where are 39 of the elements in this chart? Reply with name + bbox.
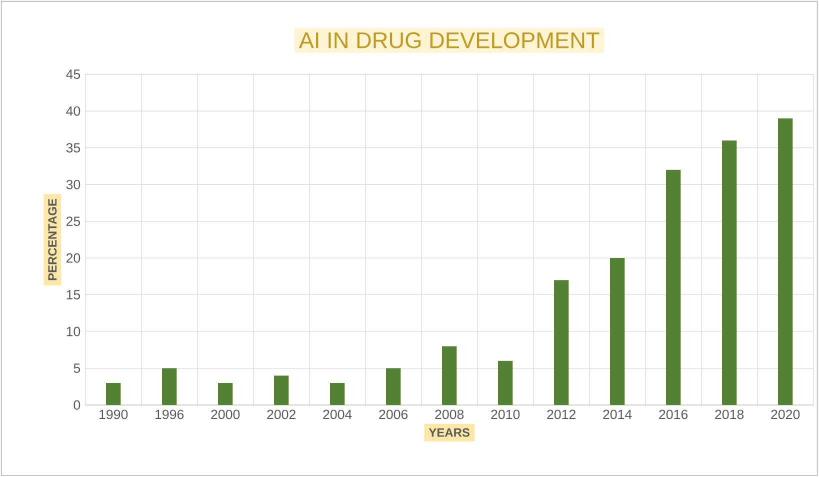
x-tick-label: 1990: [100, 410, 128, 420]
bar: [498, 360, 513, 405]
bar: [442, 346, 457, 405]
bar: [274, 376, 289, 405]
y-tick-label: 15: [66, 290, 80, 300]
x-tick-label: 2018: [715, 410, 744, 420]
x-tick-label: 2008: [435, 410, 464, 420]
x-tick-label: 1996: [156, 410, 184, 420]
y-axis-title: PERCENTAGE: [48, 198, 57, 280]
x-axis-title: YEARS: [428, 428, 470, 437]
y-tick-label: 25: [66, 216, 80, 226]
y-tick-label: 5: [74, 364, 80, 373]
chart-title: AI IN DRUG DEVELOPMENT: [298, 32, 600, 48]
x-tick-label: 2012: [547, 410, 576, 420]
bar: [778, 118, 793, 405]
bar: [386, 368, 401, 405]
x-tick-label: 2020: [771, 410, 800, 420]
x-tick-label: 2016: [659, 410, 688, 420]
bar: [610, 258, 625, 405]
y-tick-label: 0: [74, 400, 80, 410]
bar: [218, 382, 233, 405]
bar: [666, 170, 681, 405]
y-tick-label: 20: [66, 253, 80, 263]
y-tick-label: 45: [66, 70, 80, 79]
x-tick-label: 2014: [603, 410, 632, 420]
x-tick-label: 2004: [323, 410, 352, 420]
x-tick-label: 2000: [211, 410, 240, 420]
y-tick-label: 30: [66, 180, 80, 190]
y-tick-label: 40: [66, 106, 80, 116]
bar: [722, 140, 737, 405]
bar: [554, 280, 569, 405]
bar: [330, 382, 345, 405]
bar: [106, 382, 121, 405]
x-tick-label: 2010: [491, 410, 520, 420]
y-tick-label: 10: [66, 326, 80, 336]
x-tick-label: 2002: [267, 410, 296, 420]
x-tick-label: 2006: [379, 410, 408, 420]
bar: [162, 368, 177, 405]
y-tick-label: 35: [66, 143, 80, 153]
